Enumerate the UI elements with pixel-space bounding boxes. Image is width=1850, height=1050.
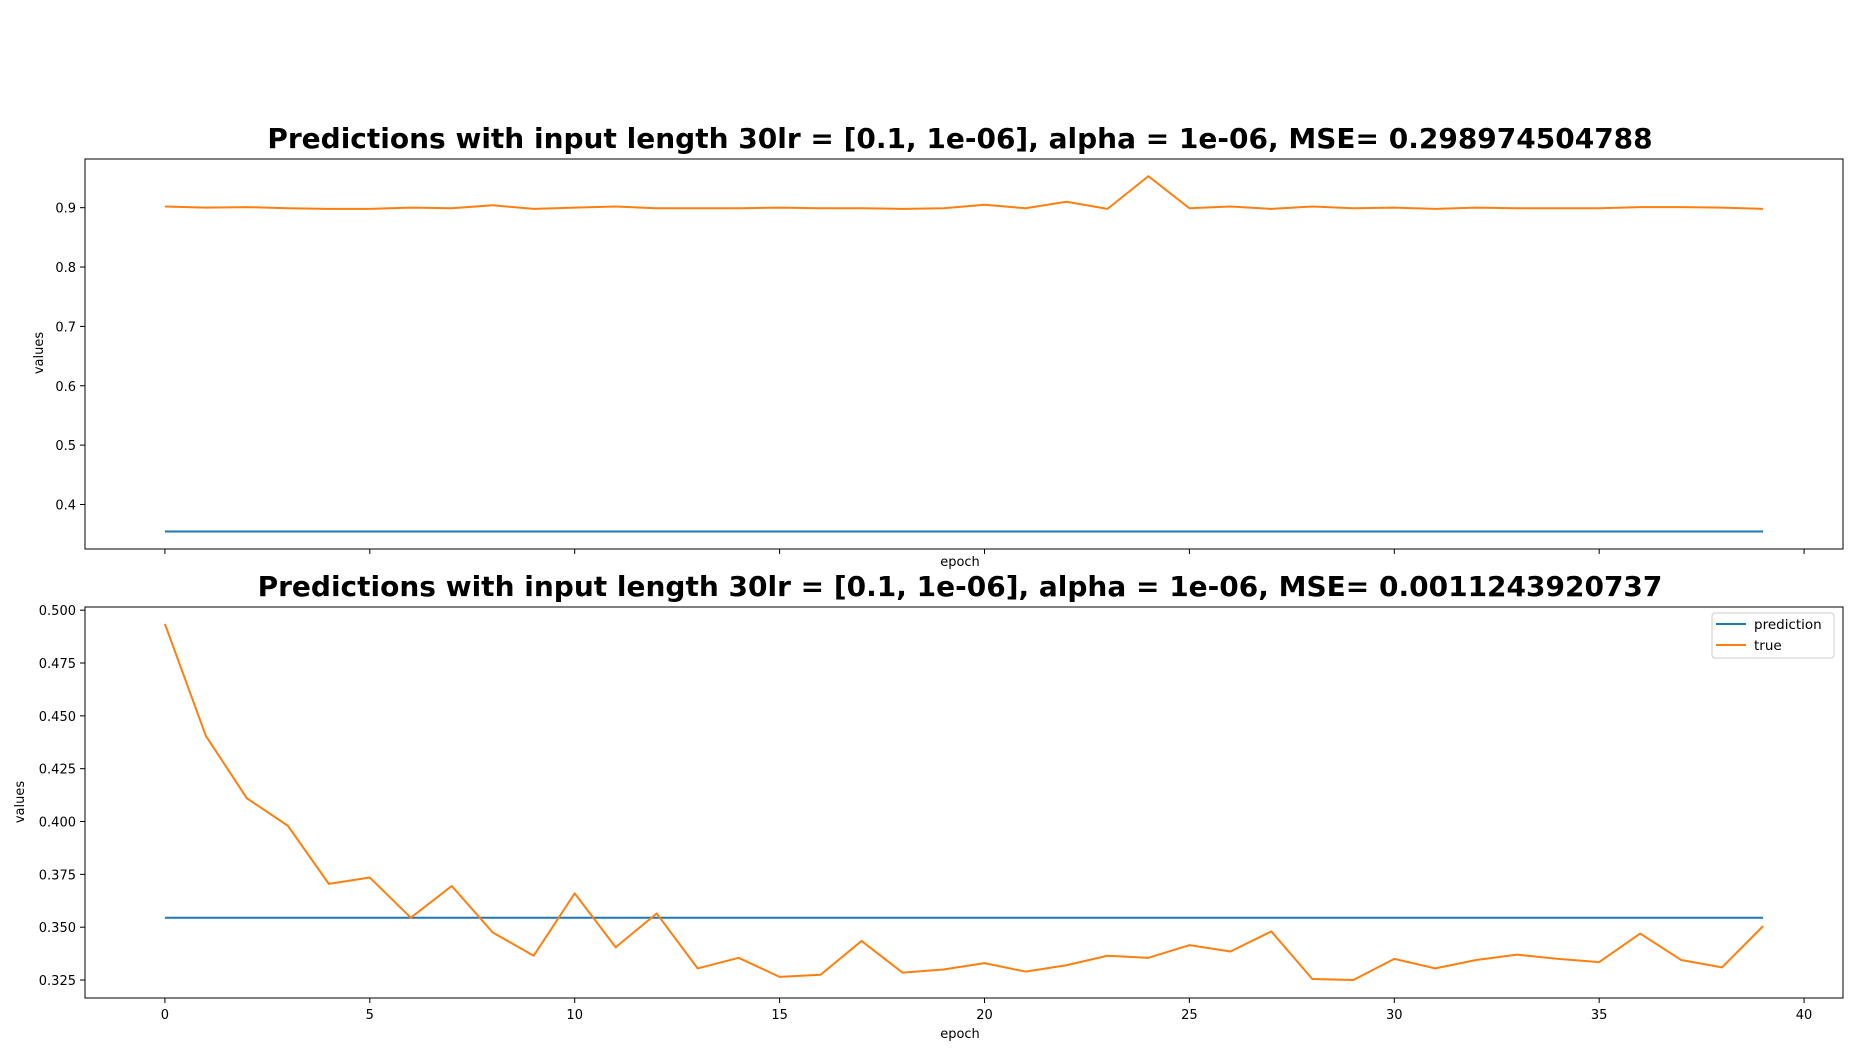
top-chart-xlabel: epoch <box>940 555 980 570</box>
bottom-chart-xtick-label: 5 <box>366 1008 374 1023</box>
top-chart-ytick-label: 0.5 <box>55 439 76 454</box>
bottom-chart-xtick-label: 15 <box>771 1008 788 1023</box>
bottom-chart-ytick-label: 0.500 <box>39 604 76 619</box>
bottom-chart: Predictions with input length 30lr = [0.… <box>13 570 1844 1042</box>
bottom-chart-ytick-label: 0.425 <box>39 763 76 778</box>
bottom-chart-ytick-label: 0.350 <box>39 921 76 936</box>
bottom-chart-ytick-label: 0.325 <box>39 974 76 989</box>
top-chart-ytick-label: 0.4 <box>55 498 76 513</box>
bottom-chart-ylabel: values <box>13 781 28 824</box>
bottom-chart-xlabel: epoch <box>940 1027 980 1042</box>
top-chart-ylabel: values <box>32 332 47 375</box>
legend-prediction-label: prediction <box>1754 617 1822 633</box>
bottom-chart-plot-area: 0 5 10 15 20 25 30 35 40 0.325 0.350 0.375 0.400 0.42… <box>39 604 1844 1023</box>
bottom-chart-series-true-line <box>163 623 1764 982</box>
top-chart-series-true-line <box>164 175 1764 210</box>
bottom-chart-legend: prediction true <box>1711 612 1835 659</box>
bottom-chart-xtick-label: 35 <box>1591 1008 1608 1023</box>
bottom-chart-xtick-label: 10 <box>566 1008 583 1023</box>
top-chart-ytick-label: 0.9 <box>55 202 76 217</box>
legend-true-label: true <box>1754 638 1782 654</box>
top-chart-axes-frame <box>84 158 1844 550</box>
bottom-chart-xtick-label: 0 <box>161 1008 169 1023</box>
top-chart-ytick-label: 0.7 <box>55 320 76 335</box>
bottom-chart-ytick-label: 0.375 <box>39 868 76 883</box>
bottom-chart-axes-frame <box>84 606 1844 999</box>
bottom-chart-ytick-label: 0.400 <box>39 816 76 831</box>
bottom-chart-title: Predictions with input length 30lr = [0.… <box>258 570 1663 603</box>
top-chart-plot-area: 0.4 0.5 0.6 0.7 0.8 0.9 <box>55 158 1844 554</box>
top-chart-ytick-label: 0.8 <box>55 261 76 276</box>
bottom-chart-xtick-label: 30 <box>1386 1008 1403 1023</box>
top-chart-title: Predictions with input length 30lr = [0.… <box>267 122 1652 155</box>
top-chart: Predictions with input length 30lr = [0.… <box>32 122 1844 570</box>
bottom-chart-ytick-label: 0.475 <box>39 657 76 672</box>
bottom-chart-xtick-label: 25 <box>1181 1008 1198 1023</box>
bottom-chart-xtick-label: 40 <box>1796 1008 1813 1023</box>
bottom-chart-xtick-label: 20 <box>976 1008 993 1023</box>
top-chart-ytick-label: 0.6 <box>55 380 76 395</box>
bottom-chart-ytick-label: 0.450 <box>39 710 76 725</box>
